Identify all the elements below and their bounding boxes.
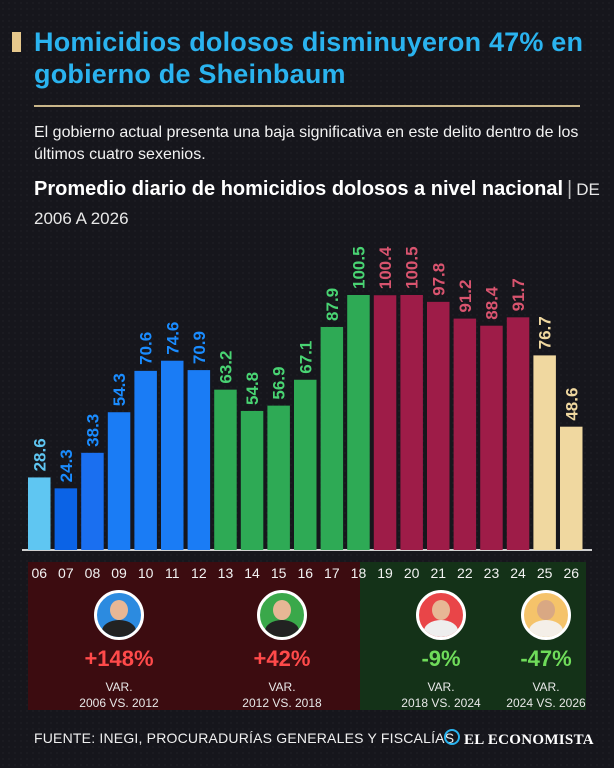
increase-panel	[28, 562, 360, 710]
variation-range: 2018 VS. 2024	[401, 696, 481, 710]
x-tick-18: 18	[351, 565, 367, 581]
variation-percent: -9%	[421, 646, 461, 671]
x-tick-25: 25	[537, 565, 553, 581]
chart-title-text: Promedio diario de homicidios dolosos a …	[34, 178, 563, 200]
bar-23	[480, 325, 503, 550]
value-label-18: 100.5	[349, 246, 368, 289]
bar-24	[506, 317, 530, 550]
chart-title-separator: |	[567, 178, 573, 200]
value-label-16: 67.1	[296, 341, 315, 374]
value-label-26: 48.6	[562, 388, 581, 421]
variation-label: VAR.	[532, 680, 560, 694]
value-label-13: 63.2	[216, 351, 235, 384]
value-label-08: 38.3	[83, 414, 102, 447]
value-label-09: 54.3	[110, 373, 129, 406]
x-tick-24: 24	[510, 565, 526, 581]
bar-09	[107, 412, 131, 550]
x-tick-26: 26	[563, 565, 579, 581]
bar-18	[347, 295, 370, 550]
variation-label: VAR.	[268, 680, 296, 694]
x-tick-08: 08	[85, 565, 101, 581]
value-label-22: 91.2	[456, 280, 475, 313]
comparison-sheinbaum: -47% VAR. 2024 VS. 2026	[486, 590, 606, 711]
x-tick-09: 09	[111, 565, 127, 581]
bar-12	[187, 370, 211, 550]
value-label-14: 54.8	[243, 372, 262, 405]
avatar-claudia-sheinbaum	[521, 590, 571, 640]
variation-range: 2012 VS. 2018	[242, 696, 322, 710]
value-label-11: 74.6	[163, 322, 182, 355]
value-label-07: 24.3	[57, 449, 76, 482]
variation-range: 2006 VS. 2012	[79, 696, 159, 710]
value-label-19: 100.4	[376, 246, 395, 289]
x-tick-10: 10	[138, 565, 154, 581]
comparison-pena-nieto: +42% VAR. 2012 VS. 2018	[222, 590, 342, 711]
comparison-lopez-obrador: -9% VAR. 2018 VS. 2024	[381, 590, 501, 711]
logo-icon	[444, 729, 460, 745]
x-tick-15: 15	[271, 565, 287, 581]
value-label-06: 28.6	[30, 438, 49, 471]
title-accent-bar	[12, 32, 21, 52]
bar-08	[81, 452, 104, 550]
value-label-17: 87.9	[323, 288, 342, 321]
subtitle: El gobierno actual presenta una baja sig…	[34, 124, 579, 163]
publisher-logo: EL ECONOMISTA	[444, 729, 594, 749]
bar-22	[453, 318, 477, 550]
x-tick-17: 17	[324, 565, 340, 581]
x-tick-16: 16	[297, 565, 313, 581]
value-label-20: 100.5	[403, 246, 422, 289]
variation-percent: +42%	[253, 646, 311, 671]
avatar-andres-manuel-lopez-obrador	[416, 590, 466, 640]
bar-15	[267, 405, 290, 550]
variation-range: 2024 VS. 2026	[506, 696, 586, 710]
bar-10	[134, 370, 157, 550]
bar-26	[560, 426, 583, 550]
bar-07	[54, 488, 78, 550]
x-tick-20: 20	[404, 565, 420, 581]
value-label-25: 76.7	[536, 316, 555, 349]
variation-label: VAR.	[427, 680, 455, 694]
bar-17	[320, 326, 344, 550]
value-label-24: 91.7	[509, 278, 528, 311]
bar-21	[427, 301, 450, 550]
variation-percent: -47%	[520, 646, 572, 671]
x-tick-13: 13	[218, 565, 234, 581]
bar-13	[214, 389, 237, 550]
source-note: FUENTE: INEGI, PROCURADURÍAS GENERALES Y…	[34, 730, 455, 746]
title-divider	[34, 105, 580, 107]
bar-14	[240, 410, 264, 550]
avatar-enrique-pena-nieto	[257, 590, 307, 640]
value-label-10: 70.6	[137, 332, 156, 365]
x-tick-06: 06	[31, 565, 47, 581]
value-label-12: 70.9	[190, 331, 209, 364]
logo-text: EL ECONOMISTA	[464, 732, 594, 748]
value-label-21: 97.8	[429, 263, 448, 296]
bar-06	[28, 477, 51, 550]
variation-percent: +148%	[84, 646, 154, 671]
avatar-felipe-calderon	[94, 590, 144, 640]
chart-title-range: DE 2006 A 2026	[34, 180, 600, 228]
value-label-23: 88.4	[482, 286, 501, 320]
chart-title: Promedio diario de homicidios dolosos a …	[34, 175, 604, 233]
bar-11	[161, 360, 184, 550]
x-tick-07: 07	[58, 565, 74, 581]
x-tick-12: 12	[191, 565, 207, 581]
page-title: Homicidios dolosos disminuyeron 47% en g…	[34, 27, 584, 89]
x-tick-21: 21	[430, 565, 446, 581]
x-tick-23: 23	[484, 565, 500, 581]
x-tick-22: 22	[457, 565, 473, 581]
bar-20	[400, 295, 423, 550]
x-tick-14: 14	[244, 565, 260, 581]
bar-chart: 28.6 06 24.3 07 38.3 08 54.3 09 70.6 10 74.6 11 70.9…	[22, 246, 592, 581]
variation-label: VAR.	[105, 680, 133, 694]
comparison-calderon: +148% VAR. 2006 VS. 2012	[59, 590, 179, 711]
bar-16	[294, 379, 317, 550]
value-label-15: 56.9	[270, 367, 289, 400]
bar-25	[533, 355, 556, 550]
bar-19	[373, 295, 397, 550]
x-tick-11: 11	[165, 565, 180, 581]
x-tick-19: 19	[377, 565, 393, 581]
